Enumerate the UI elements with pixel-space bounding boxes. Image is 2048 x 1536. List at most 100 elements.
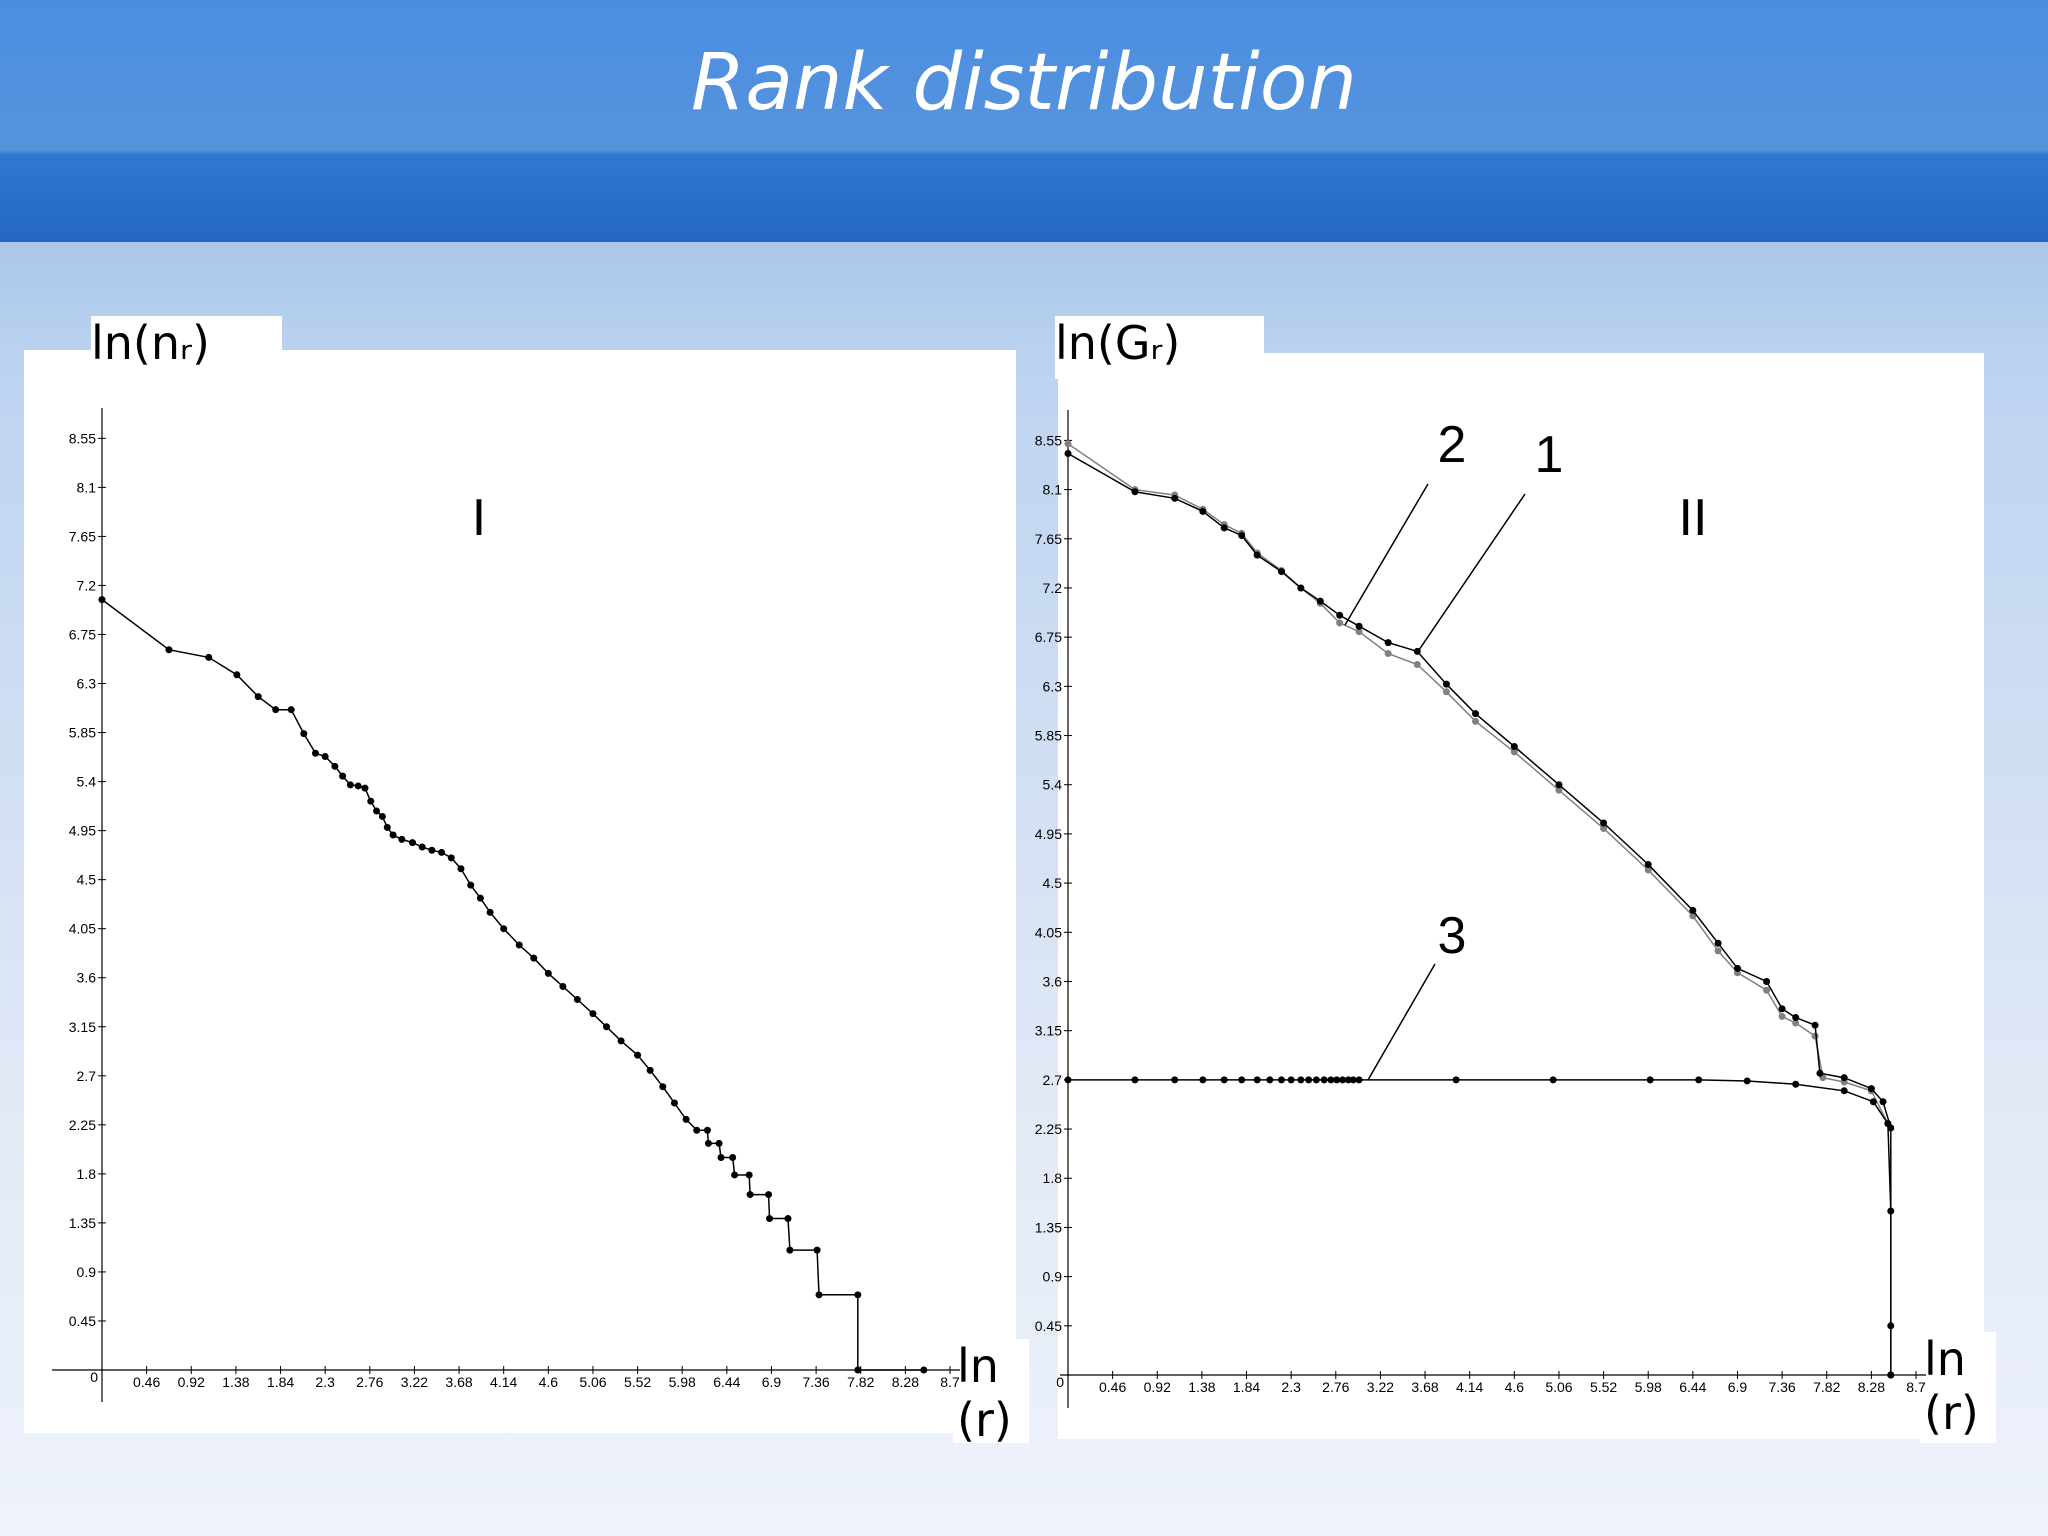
data-point <box>1277 568 1285 576</box>
y-tick-label: 0.45 <box>69 1313 96 1329</box>
data-point <box>1763 977 1771 985</box>
data-point <box>331 762 339 770</box>
data-point <box>746 1191 754 1199</box>
data-point <box>398 835 406 843</box>
data-point <box>408 839 416 847</box>
data-point <box>731 1171 739 1179</box>
x-tick-label: 8.7 <box>940 1374 960 1390</box>
y-tick-label: 1.8 <box>77 1166 97 1182</box>
data-point <box>1344 1076 1352 1084</box>
data-point <box>682 1115 690 1123</box>
data-point <box>1763 986 1771 994</box>
data-point <box>530 954 538 962</box>
x-tick-label: 1.84 <box>1233 1379 1260 1395</box>
y-tick-label: 1.35 <box>69 1215 96 1231</box>
data-point <box>589 1010 597 1018</box>
data-point <box>1689 912 1697 920</box>
data-point <box>1792 1019 1800 1027</box>
data-point <box>1452 1076 1460 1084</box>
leader-line <box>1367 963 1436 1081</box>
x-tick-label: 5.52 <box>1590 1379 1617 1395</box>
x-tick-label: 2.3 <box>1281 1379 1301 1395</box>
x-tick-label: 7.36 <box>1768 1379 1795 1395</box>
data-point <box>447 854 455 862</box>
x-tick-label: 6.44 <box>1679 1379 1706 1395</box>
data-point <box>1349 1076 1357 1084</box>
x-tick-label: 7.36 <box>802 1374 829 1390</box>
data-point <box>1867 1085 1875 1093</box>
slide-title: Rank distribution <box>691 38 1357 128</box>
data-point <box>98 596 106 604</box>
data-point <box>287 706 295 714</box>
data-point <box>617 1037 625 1045</box>
data-point <box>717 1154 725 1162</box>
data-point <box>486 908 494 916</box>
x-tick-label: 3.68 <box>445 1374 472 1390</box>
x-tick-label: 5.06 <box>579 1374 606 1390</box>
x-axis-label: ln(r) <box>953 1339 1029 1447</box>
data-point <box>1287 1076 1295 1084</box>
y-tick-label: 5.4 <box>1043 777 1063 793</box>
data-point <box>1336 619 1344 627</box>
series-label: 1 <box>1535 426 1564 484</box>
data-point <box>1355 628 1363 636</box>
data-point <box>300 730 308 738</box>
y-tick-label: 4.05 <box>69 921 96 937</box>
y-tick-label: 4.5 <box>77 872 97 888</box>
data-point <box>254 693 262 701</box>
data-point <box>1327 1076 1335 1084</box>
y-tick-label: 6.3 <box>1043 678 1063 694</box>
y-tick-label: 6.75 <box>69 626 96 642</box>
data-point <box>1266 1076 1274 1084</box>
data-point <box>1131 1076 1139 1084</box>
data-point <box>233 671 241 679</box>
x-tick-label: 0.92 <box>178 1374 205 1390</box>
y-tick-label: 3.15 <box>69 1019 96 1035</box>
y-tick-label: 0.9 <box>77 1264 97 1280</box>
data-point <box>1811 1032 1819 1040</box>
data-point <box>544 969 552 977</box>
x-tick-label: 0 <box>90 1369 98 1385</box>
data-point <box>1238 1076 1246 1084</box>
data-point <box>1312 1076 1320 1084</box>
data-point <box>1743 1077 1751 1085</box>
data-point <box>729 1154 737 1162</box>
data-point <box>1887 1207 1895 1215</box>
data-point <box>1811 1021 1819 1029</box>
x-tick-label: 6.44 <box>713 1374 740 1390</box>
x-tick-label: 8.7 <box>1906 1379 1926 1395</box>
x-tick-label: 3.22 <box>401 1374 428 1390</box>
data-point <box>1199 1076 1207 1084</box>
series-label: 3 <box>1438 907 1467 965</box>
data-point <box>383 823 391 831</box>
data-point <box>1792 1080 1800 1088</box>
x-tick-label: 5.98 <box>1635 1379 1662 1395</box>
x-tick-label: 4.14 <box>1456 1379 1483 1395</box>
data-point <box>1792 1014 1800 1022</box>
y-tick-label: 3.6 <box>1043 973 1063 989</box>
data-point <box>1064 440 1072 448</box>
data-point <box>1778 1005 1786 1013</box>
data-point <box>378 812 386 820</box>
data-point <box>1355 622 1363 630</box>
data-point <box>715 1139 723 1147</box>
data-point <box>1879 1098 1887 1106</box>
data-point <box>573 996 581 1004</box>
chart-panel <box>24 350 1016 1433</box>
data-point <box>1816 1069 1824 1077</box>
data-point <box>389 831 397 839</box>
y-tick-label: 3.6 <box>77 970 97 986</box>
y-tick-label: 2.7 <box>77 1068 97 1084</box>
data-point <box>1549 1076 1557 1084</box>
data-point <box>272 706 280 714</box>
data-point <box>1644 861 1652 869</box>
data-point <box>500 925 508 933</box>
chart-annotation: I <box>472 489 486 547</box>
data-point <box>457 865 465 873</box>
data-point <box>1316 597 1324 605</box>
data-point <box>559 982 567 990</box>
x-tick-label: 5.98 <box>669 1374 696 1390</box>
y-tick-label: 0.9 <box>1043 1269 1063 1285</box>
